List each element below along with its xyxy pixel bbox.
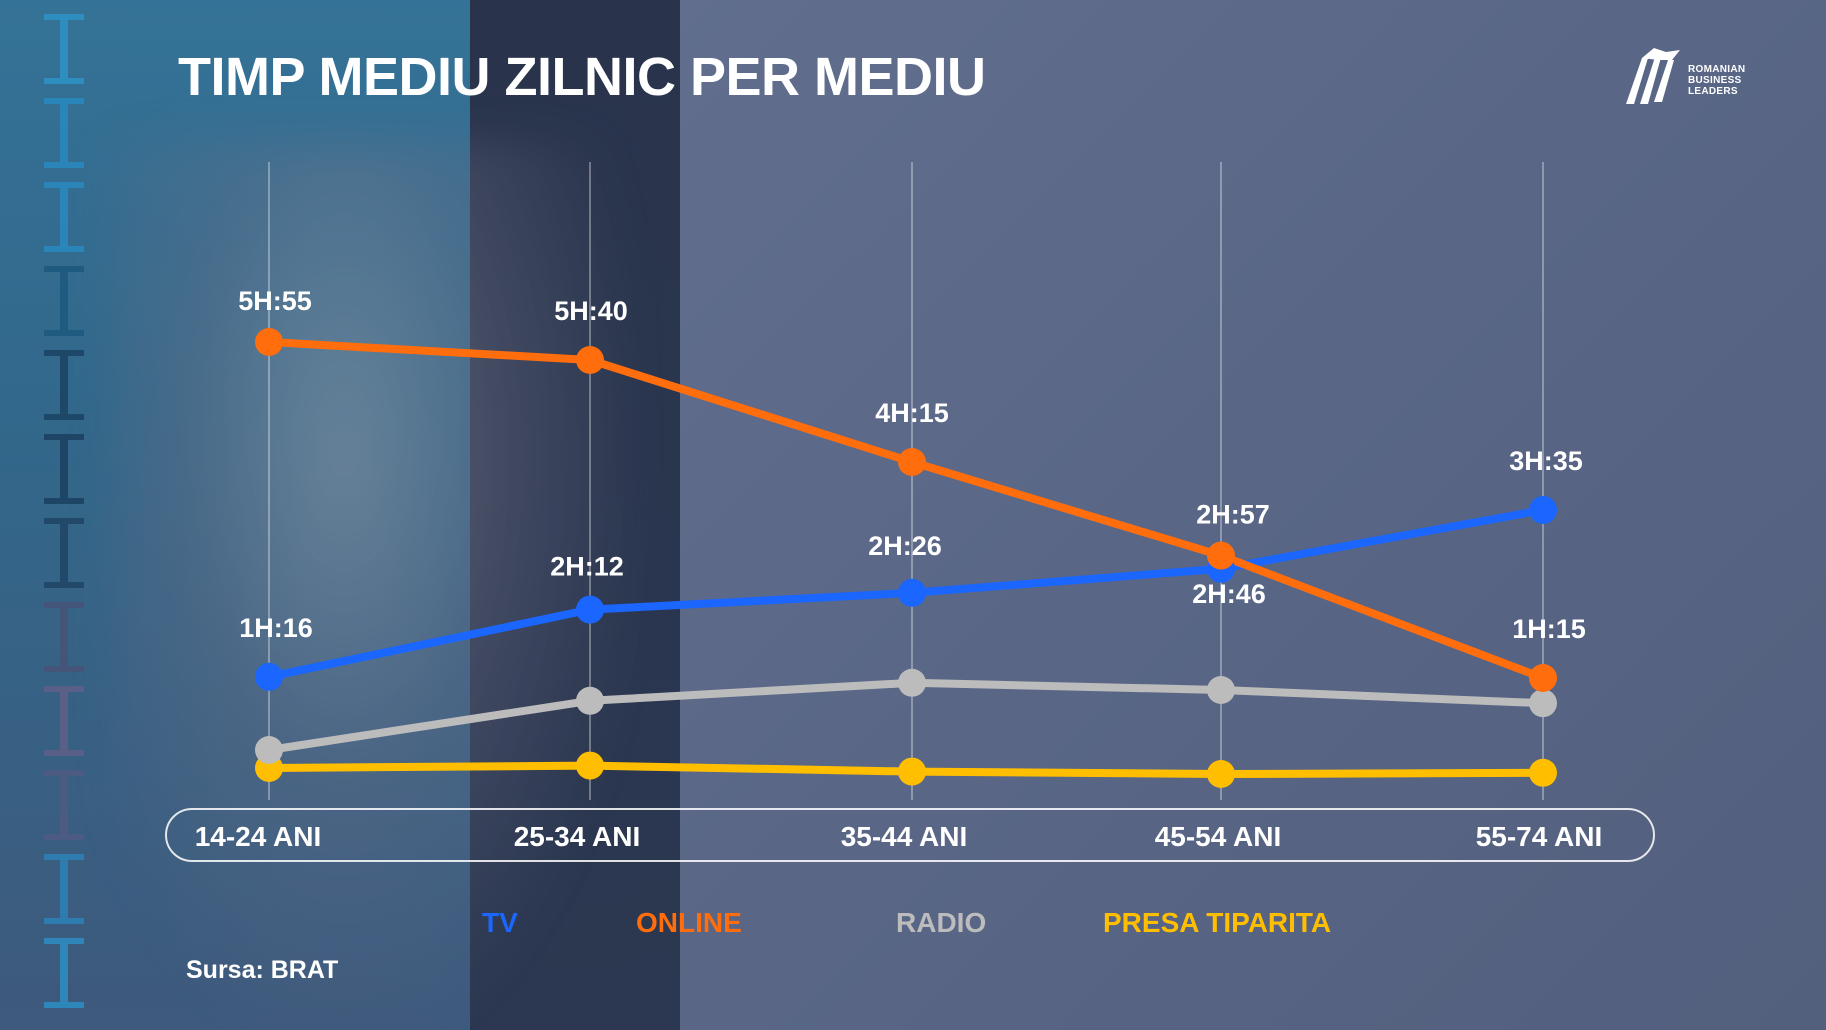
data-point xyxy=(576,686,604,715)
data-point xyxy=(1529,664,1557,692)
decorative-i-beam-column xyxy=(40,10,90,1020)
logo-wordmark: ROMANIAN BUSINESS LEADERS xyxy=(1688,64,1745,97)
i-beam-shape xyxy=(40,514,88,600)
x-axis-band xyxy=(165,808,1655,862)
data-point xyxy=(255,662,283,691)
data-point xyxy=(1529,496,1557,524)
legend-radio: RADIO xyxy=(896,907,987,938)
i-beam-shape xyxy=(40,598,88,684)
data-point xyxy=(576,595,604,624)
x-tick-label: 14-24 ANI xyxy=(195,821,322,852)
i-beam-shape xyxy=(40,682,88,768)
data-label: 2H:57 xyxy=(1196,500,1270,530)
brand-logo: ROMANIAN BUSINESS LEADERS xyxy=(1620,44,1745,114)
series-line-online xyxy=(265,338,1547,682)
data-label: 2H:46 xyxy=(1192,579,1266,609)
data-label: 2H:12 xyxy=(550,552,624,582)
data-point xyxy=(1207,541,1235,570)
data-label: 1H:16 xyxy=(239,613,313,643)
logo-text-line2: BUSINESS xyxy=(1688,75,1742,86)
data-point xyxy=(576,346,604,374)
i-beam-shape xyxy=(40,10,88,96)
source-note: Sursa: BRAT xyxy=(186,956,339,984)
data-point xyxy=(1207,760,1235,788)
data-label: 5H:40 xyxy=(554,296,628,326)
data-point xyxy=(1207,676,1235,704)
page-title: TIMP MEDIU ZILNIC PER MEDIU xyxy=(178,47,986,107)
horse-logo-icon xyxy=(1626,48,1680,104)
data-point xyxy=(898,757,926,786)
i-beam-shape xyxy=(40,934,88,1020)
x-tick-label: 45-54 ANI xyxy=(1155,821,1282,852)
data-point xyxy=(898,668,926,697)
data-label: 3H:35 xyxy=(1509,446,1583,476)
i-beam-shape xyxy=(40,178,88,264)
i-beam-shape xyxy=(40,766,88,852)
data-point xyxy=(576,751,604,780)
data-point xyxy=(898,578,926,607)
x-tick-label: 35-44 ANI xyxy=(841,821,968,852)
i-beam-shape xyxy=(40,346,88,432)
background-blurred-presenter xyxy=(110,140,630,1030)
x-tick-label: 55-74 ANI xyxy=(1476,821,1603,852)
data-point xyxy=(898,448,926,476)
logo-text-line3: LEADERS xyxy=(1688,86,1738,97)
logo-text-line1: ROMANIAN xyxy=(1688,64,1746,75)
data-label: 5H:55 xyxy=(238,286,312,316)
data-point xyxy=(1529,758,1557,787)
legend-tv: TV xyxy=(482,907,518,938)
data-label: 4H:15 xyxy=(875,398,949,428)
i-beam-shape xyxy=(40,430,88,516)
data-point xyxy=(1529,689,1557,718)
data-point xyxy=(255,736,283,764)
data-label: 1H:15 xyxy=(1512,614,1586,644)
background-dark-band xyxy=(470,0,680,1030)
data-point xyxy=(255,328,283,356)
i-beam-shape xyxy=(40,262,88,348)
legend-presa-tiparita: PRESA TIPARITA xyxy=(1103,907,1332,938)
data-label: 2H:26 xyxy=(868,531,942,561)
i-beam-shape xyxy=(40,94,88,180)
legend-online: ONLINE xyxy=(636,907,742,938)
x-tick-label: 25-34 ANI xyxy=(514,821,641,852)
i-beam-shape xyxy=(40,850,88,936)
